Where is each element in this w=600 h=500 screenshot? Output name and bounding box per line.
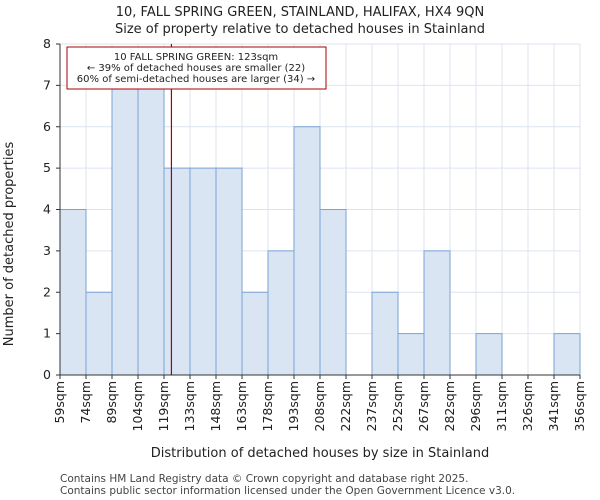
y-tick-label-8: 8 [43,36,51,51]
bar-74sqm [85,291,113,376]
x-tick-labels: 59sqm 74sqm 89sqm 104sqm 119sqm 133sqm 148sqm 1… [52,381,587,431]
x-tick-label-311sqm: 311sqm [494,381,509,431]
x-axis-label: Distribution of detached houses by size … [151,446,489,461]
x-tick-label-119sqm: 119sqm [156,381,171,431]
bar-119sqm [163,167,191,376]
bar-104sqm [137,84,165,376]
chart-title-line-2: Size of property relative to detached ho… [115,22,485,37]
annotation-line-2: ← 39% of detached houses are smaller (22… [87,63,305,74]
bar-237sqm [371,291,399,376]
annotation-line-3: 60% of semi-detached houses are larger (… [77,74,315,85]
annotation-border [66,46,327,90]
y-tick-label-5: 5 [43,160,51,175]
y-axis-label: Number of detached properties [2,142,17,347]
x-tick-label-89sqm: 89sqm [104,381,119,424]
x-tick-label-104sqm: 104sqm [130,381,145,431]
annotation-box: 10 FALL SPRING GREEN: 123sqm ← 39% of de… [66,46,327,90]
x-tick-label-296sqm: 296sqm [468,381,483,431]
bar-163sqm [241,291,269,376]
x-tick-label-222sqm: 222sqm [338,381,353,431]
bar-133sqm [189,167,217,376]
x-tick-label-163sqm: 163sqm [234,381,249,431]
bar-296sqm [475,333,503,376]
bar-341sqm [553,333,581,376]
x-tick-label-178sqm: 178sqm [260,381,275,431]
x-tick-label-148sqm: 148sqm [208,381,223,431]
x-tick-label-59sqm: 59sqm [52,381,67,424]
y-tick-label-1: 1 [43,326,51,341]
y-tick-label-2: 2 [43,284,51,299]
bar-193sqm [293,126,321,376]
y-tick-label-7: 7 [43,77,51,92]
x-tick-label-326sqm: 326sqm [520,381,535,431]
bar-252sqm [397,333,425,376]
y-tick-label-3: 3 [43,243,51,258]
x-tick-label-193sqm: 193sqm [286,381,301,431]
x-tick-label-267sqm: 267sqm [416,381,431,431]
axis-layer [56,43,581,379]
chart-title-line-1: 10, FALL SPRING GREEN, STAINLAND, HALIFA… [116,5,485,20]
footer-line-1: Contains HM Land Registry data © Crown c… [60,473,468,485]
bar-89sqm [111,84,139,376]
x-tick-label-252sqm: 252sqm [390,381,405,431]
y-tick-label-0: 0 [43,367,51,382]
y-tick-label-6: 6 [43,119,51,134]
x-tick-label-74sqm: 74sqm [78,381,93,424]
bar-208sqm [319,209,347,376]
y-tick-label-4: 4 [43,202,51,217]
bar-148sqm [215,167,243,376]
bar-178sqm [267,250,295,376]
x-tick-label-356sqm: 356sqm [572,381,587,431]
annotation-line-1: 10 FALL SPRING GREEN: 123sqm [114,52,278,63]
x-tick-label-208sqm: 208sqm [312,381,327,431]
y-tick-labels: 0 1 2 3 4 5 6 7 8 [43,36,51,382]
bar-59sqm [59,209,87,376]
footer-line-2: Contains public sector information licen… [60,485,515,497]
x-tick-label-282sqm: 282sqm [442,381,457,431]
x-tick-label-341sqm: 341sqm [546,381,561,431]
bar-267sqm [423,250,451,376]
x-tick-label-237sqm: 237sqm [364,381,379,431]
x-tick-label-133sqm: 133sqm [182,381,197,431]
bars-layer [59,84,581,376]
